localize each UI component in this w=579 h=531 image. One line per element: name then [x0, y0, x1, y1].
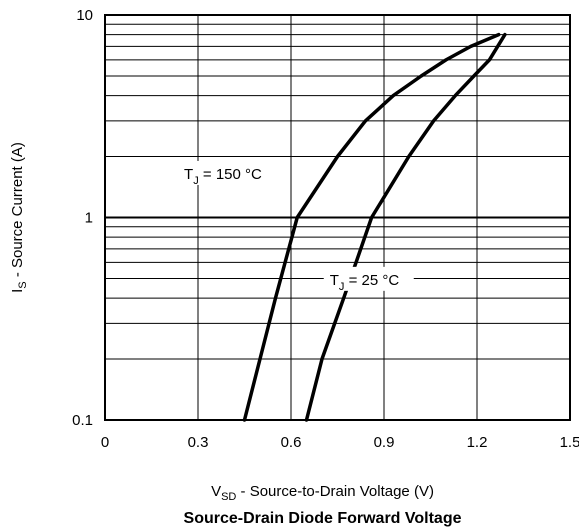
series-label-bg — [178, 160, 277, 185]
x-tick-label: 0.6 — [281, 434, 302, 451]
x-tick-label: 0.3 — [188, 434, 209, 451]
series-label-1: TJ = 25 °C — [330, 272, 400, 293]
x-tick-label: 0.9 — [374, 434, 395, 451]
y-tick-label: 0.1 — [72, 412, 93, 429]
y-axis-label: IS - Source Current (A) — [9, 142, 29, 293]
series-label-0: TJ = 150 °C — [184, 166, 262, 187]
x-tick-label: 1.2 — [467, 434, 488, 451]
y-tick-label: 1 — [85, 210, 93, 227]
plot-frame — [104, 14, 571, 421]
series-label-bg — [323, 266, 414, 291]
chart-title: Source-Drain Diode Forward Voltage — [184, 510, 462, 527]
series-group — [242, 32, 507, 422]
y-tick-label: 10 — [76, 7, 93, 24]
series-labels: TJ = 150 °C TJ = 25 °C — [178, 160, 414, 293]
y-tick-labels: 0.1 1 10 — [72, 7, 93, 429]
grid — [105, 14, 570, 421]
x-tick-labels: 0 0.3 0.6 0.9 1.2 1.5 — [101, 434, 579, 451]
x-axis-label: VSD - Source-to-Drain Voltage (V) — [211, 483, 434, 503]
series-line-0 — [242, 32, 501, 422]
x-tick-label: 0 — [101, 434, 109, 451]
series-line-1 — [304, 32, 507, 422]
x-tick-label: 1.5 — [560, 434, 579, 451]
